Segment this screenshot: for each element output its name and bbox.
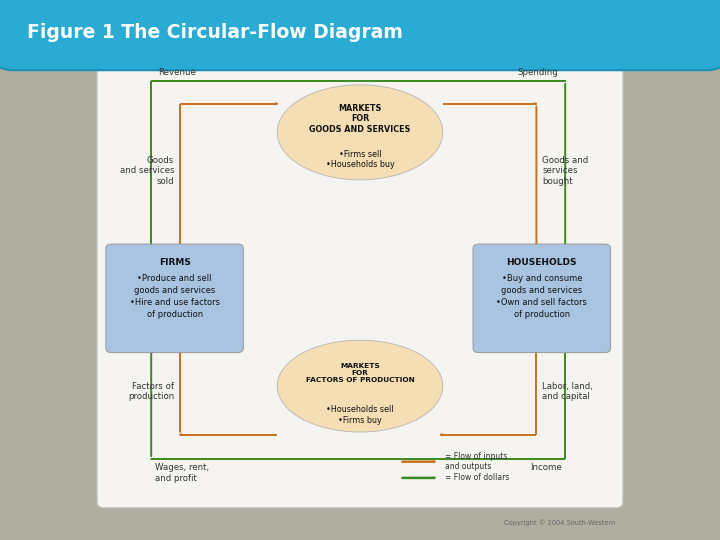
Text: MARKETS
FOR
FACTORS OF PRODUCTION: MARKETS FOR FACTORS OF PRODUCTION [305,362,415,383]
Text: •Hire and use factors: •Hire and use factors [130,298,220,307]
Text: of production: of production [147,310,202,319]
Text: Factors of
production: Factors of production [128,382,174,401]
Text: = Flow of dollars: = Flow of dollars [445,474,509,482]
Text: HOUSEHOLDS: HOUSEHOLDS [507,258,577,267]
Text: •Own and sell factors: •Own and sell factors [496,298,588,307]
Ellipse shape [277,340,443,432]
Text: Labor, land,
and capital: Labor, land, and capital [542,382,593,401]
Text: of production: of production [514,310,570,319]
Text: •Households buy: •Households buy [325,160,395,170]
Text: •Produce and sell: •Produce and sell [138,274,212,284]
Text: Copyright © 2004 South-Western: Copyright © 2004 South-Western [504,520,616,526]
FancyBboxPatch shape [97,65,623,508]
Text: Goods and
services
bought: Goods and services bought [542,156,588,186]
Text: Revenue: Revenue [158,68,197,77]
Text: goods and services: goods and services [134,286,215,295]
Text: goods and services: goods and services [501,286,582,295]
Text: Goods
and services
sold: Goods and services sold [120,156,174,186]
Text: •Households sell: •Households sell [326,405,394,414]
Text: •Firms sell: •Firms sell [338,150,382,159]
Text: •Buy and consume: •Buy and consume [502,274,582,284]
FancyBboxPatch shape [106,244,243,353]
Text: Wages, rent,
and profit: Wages, rent, and profit [155,463,209,483]
FancyBboxPatch shape [473,244,611,353]
Text: •Firms buy: •Firms buy [338,416,382,425]
Text: Figure 1 The Circular-Flow Diagram: Figure 1 The Circular-Flow Diagram [27,23,403,43]
Text: = Flow of inputs
and outputs: = Flow of inputs and outputs [445,452,508,471]
FancyBboxPatch shape [0,0,720,70]
Text: FIRMS: FIRMS [158,258,191,267]
Text: Income: Income [530,463,562,472]
Text: Spending: Spending [517,68,558,77]
Text: MARKETS
FOR
GOODS AND SERVICES: MARKETS FOR GOODS AND SERVICES [310,104,410,134]
Ellipse shape [277,85,443,180]
